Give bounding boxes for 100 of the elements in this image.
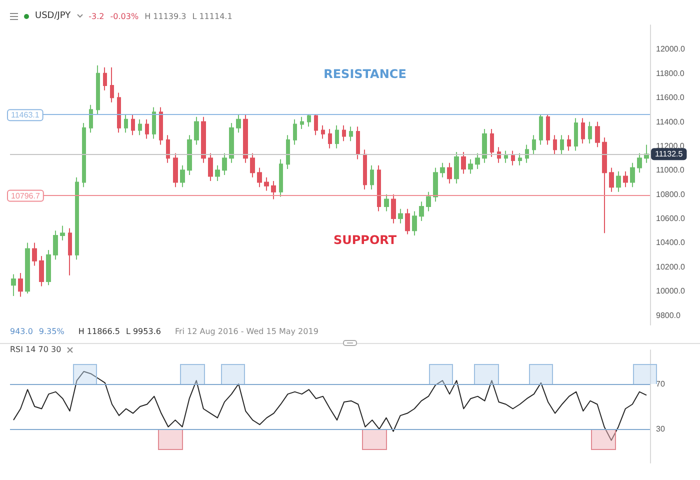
y-tick-label: 11800.0 bbox=[656, 68, 685, 78]
candlestick bbox=[117, 92, 121, 134]
candlestick bbox=[412, 210, 417, 236]
candlestick bbox=[257, 167, 262, 188]
candlestick bbox=[124, 114, 128, 134]
candlestick bbox=[271, 180, 276, 200]
candlestick bbox=[250, 152, 255, 178]
y-tick-label: 30 bbox=[656, 424, 666, 434]
text: -3.2 bbox=[88, 12, 104, 20]
y-tick-label: 10000.0 bbox=[656, 286, 686, 296]
candlestick bbox=[53, 230, 58, 260]
candlestick bbox=[567, 134, 571, 152]
candlestick bbox=[131, 114, 135, 136]
y-tick-label: 11600.0 bbox=[656, 93, 685, 102]
y-tick-label: 9800.0 bbox=[656, 310, 682, 320]
y-tick-label: 12000.0 bbox=[656, 44, 686, 54]
candlestick bbox=[321, 124, 325, 140]
candlestick bbox=[279, 158, 283, 198]
candlestick bbox=[264, 176, 269, 192]
candlestick bbox=[110, 66, 114, 103]
candlestick bbox=[370, 164, 374, 190]
candlestick bbox=[475, 152, 480, 170]
candlestick bbox=[482, 128, 487, 164]
candlestick bbox=[314, 114, 318, 136]
candlestick bbox=[637, 152, 642, 174]
candlestick bbox=[616, 170, 621, 192]
candlestick bbox=[532, 134, 536, 155]
candlestick bbox=[490, 128, 494, 158]
candlestick bbox=[525, 144, 529, 164]
candlestick bbox=[286, 134, 290, 170]
candlestick bbox=[11, 274, 16, 296]
candlestick bbox=[504, 150, 508, 164]
candlestick bbox=[75, 176, 79, 260]
candlestick bbox=[39, 256, 44, 287]
candlestick bbox=[447, 162, 452, 184]
candlestick bbox=[46, 250, 51, 286]
candlestick bbox=[307, 114, 311, 128]
candlestick bbox=[539, 114, 543, 146]
y-tick-label: 11000.0 bbox=[656, 166, 685, 175]
candlestick bbox=[595, 121, 600, 148]
candlestick bbox=[173, 152, 178, 188]
y-tick-label: 10800.0 bbox=[656, 190, 686, 199]
candlestick bbox=[518, 152, 522, 166]
y-tick-label: 70 bbox=[656, 379, 666, 388]
candlestick bbox=[426, 191, 431, 212]
text: H 11866.5 bbox=[78, 327, 120, 336]
candlestick bbox=[32, 242, 37, 266]
candlestick bbox=[433, 167, 438, 202]
candlestick bbox=[377, 164, 381, 212]
candlestick bbox=[243, 114, 248, 164]
text: 943.0 bbox=[10, 327, 33, 336]
candlestick bbox=[609, 167, 614, 192]
text: L 11114.1 bbox=[192, 12, 232, 20]
candlestick bbox=[342, 124, 346, 142]
candlestick bbox=[328, 128, 332, 149]
y-tick-label: 11400.0 bbox=[656, 117, 685, 126]
candlestick bbox=[180, 164, 185, 188]
candlestick bbox=[82, 122, 86, 188]
candlestick bbox=[215, 164, 220, 182]
candlestick bbox=[363, 149, 367, 190]
candlestick bbox=[293, 118, 297, 146]
candlestick bbox=[187, 134, 192, 176]
candlestick bbox=[89, 104, 93, 134]
candlestick bbox=[229, 122, 234, 164]
candlestick bbox=[391, 194, 396, 224]
chart-title: RSI 14 70 30 bbox=[10, 345, 62, 354]
annotation: RESISTANCE bbox=[324, 67, 406, 81]
candlestick bbox=[630, 162, 635, 188]
candlestick bbox=[468, 158, 473, 174]
candlestick bbox=[300, 116, 304, 130]
candlestick bbox=[236, 114, 241, 134]
candlestick bbox=[560, 134, 564, 155]
y-tick-label: 10600.0 bbox=[656, 214, 686, 224]
text: L 9953.6 bbox=[126, 327, 161, 336]
candlestick bbox=[405, 208, 410, 235]
candlestick bbox=[60, 225, 65, 241]
candlestick bbox=[588, 121, 592, 144]
chart-title: USD/JPY bbox=[35, 11, 71, 21]
candlestick bbox=[440, 162, 445, 178]
candlestick bbox=[454, 152, 459, 184]
candlestick bbox=[602, 137, 607, 234]
text: -0.03% bbox=[110, 12, 139, 20]
candlestick bbox=[222, 152, 227, 176]
text: 9.35% bbox=[38, 327, 64, 336]
candlestick bbox=[201, 116, 206, 164]
candlestick bbox=[166, 134, 170, 164]
candlestick bbox=[138, 118, 142, 136]
candlestick bbox=[103, 66, 107, 91]
ref-line-label: 11132.5 bbox=[655, 150, 684, 159]
candlestick bbox=[623, 170, 628, 188]
candlestick bbox=[553, 134, 557, 155]
y-tick-label: 10200.0 bbox=[656, 262, 686, 272]
candlestick bbox=[384, 194, 389, 212]
candlestick bbox=[152, 106, 156, 140]
candlestick bbox=[68, 228, 72, 276]
candlestick bbox=[511, 150, 515, 166]
y-tick-label: 10400.0 bbox=[656, 238, 686, 248]
candlestick bbox=[335, 124, 339, 149]
candlestick bbox=[208, 152, 213, 182]
text: Fri 12 Aug 2016 - Wed 15 May 2019 bbox=[174, 327, 318, 336]
